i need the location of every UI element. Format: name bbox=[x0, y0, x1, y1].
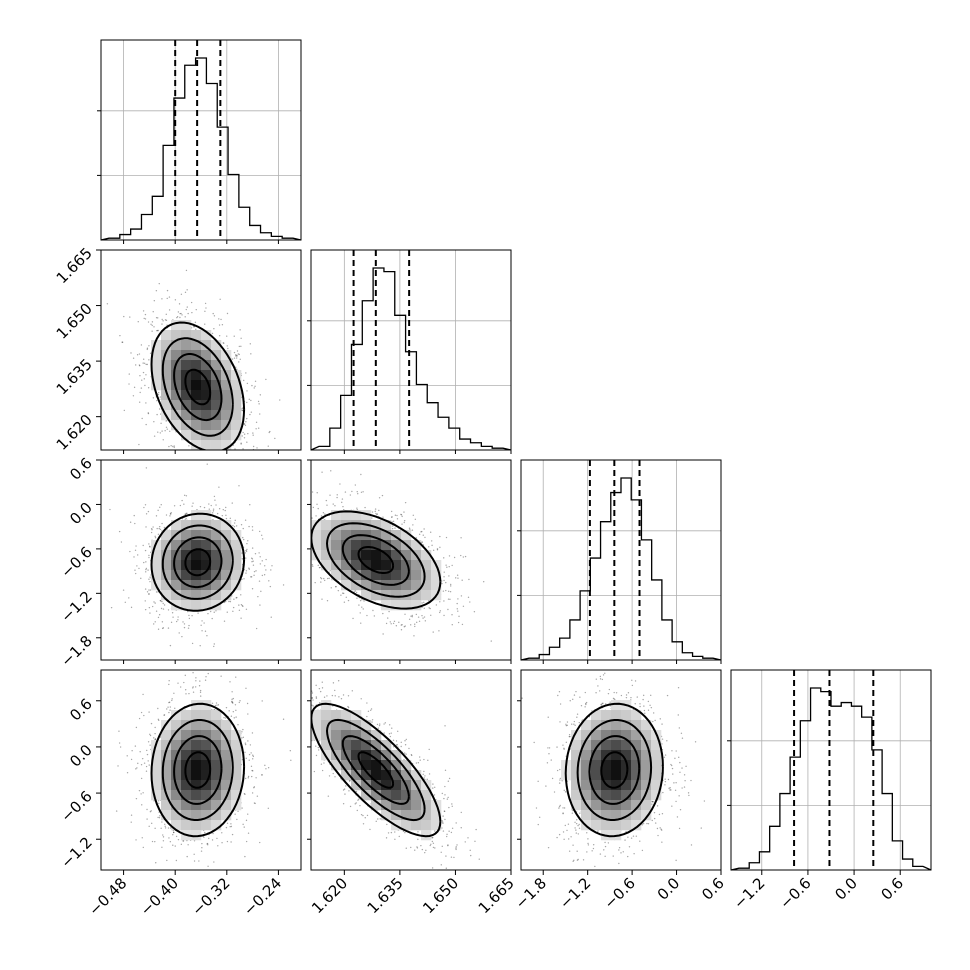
x-tick-label: −0.24 bbox=[240, 874, 285, 919]
contour-2 bbox=[341, 534, 410, 586]
y-tick-label: 1.665 bbox=[53, 244, 96, 287]
contour-1 bbox=[184, 368, 212, 406]
y-tick-label: 1.620 bbox=[53, 411, 96, 454]
y-tick-label: 1.650 bbox=[53, 300, 96, 343]
panel-2-1 bbox=[310, 459, 512, 661]
histogram-1 bbox=[307, 249, 512, 451]
histogram-3 bbox=[727, 669, 932, 871]
x-tick-label: 1.650 bbox=[419, 874, 462, 917]
histogram-steps bbox=[310, 267, 512, 451]
contour-3 bbox=[325, 522, 426, 598]
contour-1 bbox=[357, 546, 395, 574]
x-tick-label: −1.8 bbox=[512, 874, 550, 912]
contour-2 bbox=[173, 735, 223, 805]
contour-1 bbox=[184, 548, 212, 577]
contour-3 bbox=[161, 719, 234, 821]
histogram-steps bbox=[520, 477, 722, 661]
contour-3 bbox=[161, 524, 234, 600]
y-tick-label: −0.6 bbox=[57, 787, 95, 825]
y-tick-label: −0.6 bbox=[57, 543, 95, 581]
panel-2-0 bbox=[100, 459, 302, 661]
histogram-2 bbox=[517, 459, 722, 661]
x-tick-label: −0.32 bbox=[188, 874, 233, 919]
panel-frame bbox=[100, 669, 302, 871]
y-tick-label: 0.0 bbox=[66, 741, 96, 771]
panel-frame bbox=[310, 249, 512, 451]
histogram-steps bbox=[100, 57, 302, 241]
panel-frame bbox=[100, 39, 302, 241]
y-tick-label: 0.6 bbox=[66, 695, 96, 725]
contour-2 bbox=[173, 353, 223, 422]
y-tick-label: 0.6 bbox=[66, 454, 96, 484]
panel-frame bbox=[520, 459, 722, 661]
x-tick-label: 0.6 bbox=[698, 874, 728, 904]
panel-3-0 bbox=[100, 669, 302, 871]
x-tick-label: −0.40 bbox=[137, 874, 182, 919]
y-tick-label: −1.2 bbox=[57, 587, 95, 625]
x-tick-label: 1.635 bbox=[364, 874, 407, 917]
y-tick-label: 0.0 bbox=[66, 499, 96, 529]
histogram-steps bbox=[730, 687, 932, 871]
contour-1 bbox=[357, 751, 395, 789]
contour-4 bbox=[150, 321, 246, 450]
panel-3-2 bbox=[520, 669, 722, 871]
x-tick-label: 0.0 bbox=[831, 874, 861, 904]
contour-4 bbox=[564, 702, 664, 838]
contour-2 bbox=[341, 735, 410, 805]
y-tick-label: −1.2 bbox=[57, 833, 95, 871]
x-tick-label: −1.2 bbox=[556, 874, 594, 912]
contour-2 bbox=[588, 735, 641, 805]
contour-2 bbox=[173, 536, 223, 589]
x-tick-label: 1.620 bbox=[308, 874, 351, 917]
contour-3 bbox=[161, 337, 234, 437]
contour-1 bbox=[600, 751, 629, 789]
y-tick-label: −1.8 bbox=[57, 632, 95, 670]
contour-4 bbox=[150, 512, 246, 612]
panel-frame bbox=[100, 249, 302, 451]
x-tick-label: −0.6 bbox=[776, 874, 814, 912]
x-tick-label: −1.2 bbox=[730, 874, 768, 912]
panel-frame bbox=[310, 669, 512, 871]
panel-frame bbox=[100, 459, 302, 661]
panel-frame bbox=[310, 459, 512, 661]
panel-1-0 bbox=[100, 249, 302, 451]
y-tick-label: 1.635 bbox=[53, 355, 96, 398]
contour-4 bbox=[150, 702, 246, 838]
x-tick-label: 0.0 bbox=[654, 874, 684, 904]
panel-frame bbox=[730, 669, 932, 871]
contour-3 bbox=[576, 719, 653, 821]
contour-1 bbox=[184, 751, 212, 789]
x-tick-label: 0.6 bbox=[877, 874, 907, 904]
x-tick-label: 1.665 bbox=[475, 874, 518, 917]
panel-3-1 bbox=[310, 669, 512, 871]
x-tick-label: −0.48 bbox=[85, 874, 130, 919]
histogram-0 bbox=[97, 39, 302, 241]
contour-3 bbox=[325, 718, 426, 822]
panel-frame bbox=[520, 669, 722, 871]
x-tick-label: −0.6 bbox=[600, 874, 638, 912]
